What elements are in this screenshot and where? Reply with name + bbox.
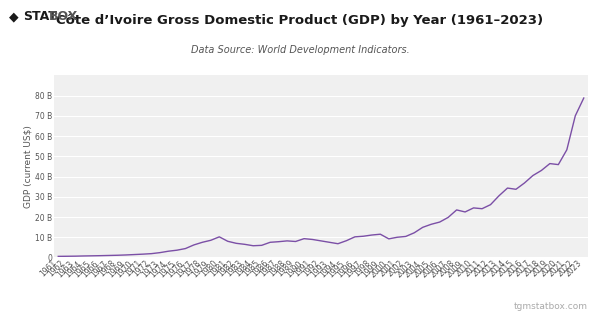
Text: Côte d’Ivoire Gross Domestic Product (GDP) by Year (1961–2023): Côte d’Ivoire Gross Domestic Product (GD… — [56, 14, 544, 27]
Text: ◆: ◆ — [9, 10, 19, 23]
Text: tgmstatbox.com: tgmstatbox.com — [514, 302, 588, 311]
Text: STAT: STAT — [23, 10, 56, 23]
Y-axis label: GDP (current US$): GDP (current US$) — [23, 125, 32, 208]
Text: Data Source: World Development Indicators.: Data Source: World Development Indicator… — [191, 45, 409, 55]
Text: BOX: BOX — [49, 10, 79, 23]
